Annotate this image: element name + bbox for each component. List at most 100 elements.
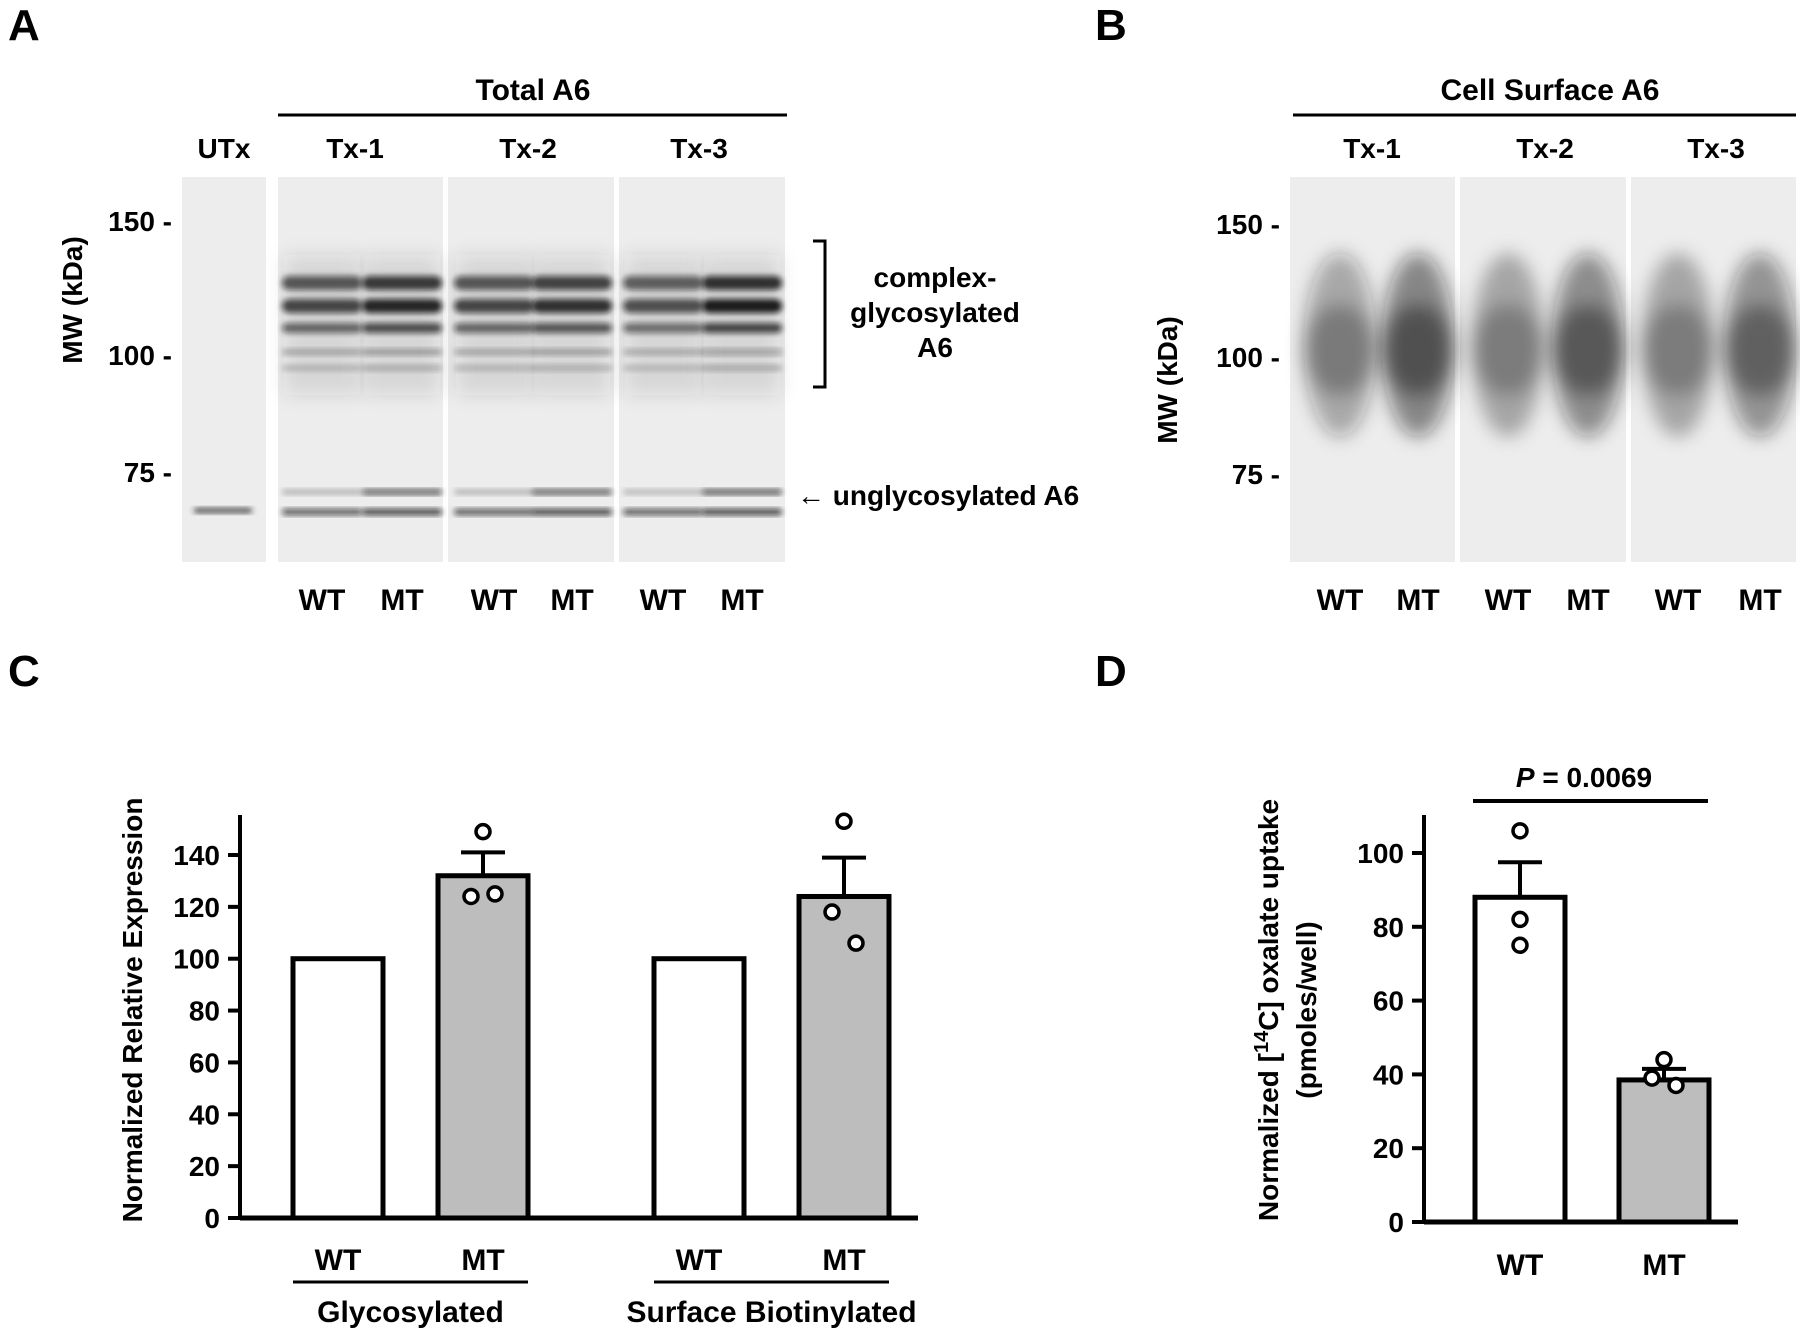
panel-b-lane-mt-2: MT <box>1566 584 1609 617</box>
panel-a-mw-75: 75 - <box>124 457 172 488</box>
panel-a-lane-wt-2: WT <box>471 584 518 617</box>
panel-a-group-2: Tx-2 <box>499 133 557 164</box>
c-ytick-label: 20 <box>189 1151 220 1182</box>
d-xtick-label: WT <box>1497 1249 1544 1282</box>
c-datapoint <box>847 934 865 952</box>
c-bar <box>796 893 892 1221</box>
panel-b-letter: B <box>1095 1 1127 50</box>
d-bar <box>1616 1077 1712 1225</box>
panel-c-letter: C <box>8 647 40 696</box>
complex-label-3: A6 <box>917 332 953 363</box>
c-ytick-label: 40 <box>189 1099 220 1130</box>
panel-a-letter: A <box>8 1 40 50</box>
blot-band <box>282 509 362 515</box>
panel-a-lane-mt-1: MT <box>380 584 423 617</box>
blot-smear-core <box>1474 305 1542 395</box>
c-ytick-label: 80 <box>189 996 220 1027</box>
blot-band <box>454 489 534 495</box>
panel-b-lane-wt-2: WT <box>1485 584 1532 617</box>
panel-d-ylabel-line2: (pmoles/well) <box>1291 921 1322 1098</box>
blot-band <box>362 509 442 515</box>
complex-bracket <box>813 239 827 389</box>
blot-smear-core <box>1306 305 1374 395</box>
c-xtick-label: WT <box>676 1244 723 1277</box>
panel-b-group-2: Tx-2 <box>1516 133 1574 164</box>
blot-a-utx <box>182 177 266 562</box>
panel-a-group-3: Tx-3 <box>670 133 728 164</box>
d-datapoint <box>1511 936 1529 954</box>
complex-label-2: glycosylated <box>850 297 1020 328</box>
blot-smear-core <box>1726 305 1794 395</box>
blot-band <box>454 509 534 515</box>
c-ytick-label: 0 <box>204 1203 220 1234</box>
pvalue-label: P = 0.0069 <box>1516 762 1652 793</box>
panel-b-lane-mt-1: MT <box>1396 584 1439 617</box>
blot-b-smears <box>1304 253 1796 437</box>
d-ytick-label: 0 <box>1388 1207 1404 1238</box>
panel-a-lane-mt-2: MT <box>550 584 593 617</box>
c-bar <box>290 956 386 1221</box>
panel-a-title: Total A6 <box>475 74 590 107</box>
c-ytick-label: 60 <box>189 1047 220 1078</box>
blot-a-bands <box>194 255 782 515</box>
panel-b: B Cell Surface A6 Tx-1 Tx-2 Tx-3 MW (kDa… <box>1095 1 1796 617</box>
d-datapoint <box>1511 822 1529 840</box>
blot-band <box>282 489 362 495</box>
panel-c-chart: 0 20 40 60 80 100 120 140 WT MT Glycosylated WT MT Su… <box>173 812 918 1329</box>
c-bar <box>435 873 531 1221</box>
complex-label-1: complex- <box>874 262 997 293</box>
blot-band <box>702 489 782 495</box>
d-ytick-label: 60 <box>1373 986 1404 1017</box>
panel-d-ylabel-line1: Normalized [14C] oxalate uptake <box>1251 799 1284 1221</box>
d-datapoint <box>1655 1050 1673 1069</box>
panel-b-group-3: Tx-3 <box>1687 133 1745 164</box>
panel-c-ylabel: Normalized Relative Expression <box>117 798 148 1223</box>
panel-b-lane-mt-3: MT <box>1738 584 1781 617</box>
panel-d: D Normalized [14C] oxalate uptake (pmole… <box>1095 647 1738 1282</box>
c-datapoint <box>835 812 853 831</box>
d-datapoint <box>1667 1076 1685 1095</box>
blot-smear <box>534 255 610 395</box>
panel-a-mw-150: 150 - <box>108 206 172 237</box>
blot-smear <box>364 255 440 395</box>
blot-smear <box>284 255 360 395</box>
d-ytick-label: 40 <box>1373 1059 1404 1090</box>
panel-a: A Total A6 UTx Tx-1 Tx-2 Tx-3 MW (kDa) 1… <box>8 1 1079 617</box>
d-datapoint <box>1643 1069 1661 1087</box>
blot-band <box>532 489 612 495</box>
blot-band <box>623 489 703 495</box>
c-xtick-label: WT <box>315 1244 362 1277</box>
panel-b-group-1: Tx-1 <box>1343 133 1401 164</box>
blot-band-utx <box>194 508 252 513</box>
c-xtick-label: MT <box>822 1244 865 1277</box>
blot-smear-core <box>1644 305 1712 395</box>
panel-b-mw-75: 75 - <box>1232 459 1280 490</box>
blot-smear <box>625 255 701 395</box>
blot-smear-core <box>1384 305 1452 395</box>
c-ytick-label: 100 <box>173 944 220 975</box>
c-bar <box>651 956 747 1221</box>
c-datapoint <box>474 822 492 841</box>
d-datapoint <box>1511 910 1529 929</box>
panel-a-group-1: Tx-1 <box>326 133 384 164</box>
c-ytick-label: 120 <box>173 892 220 923</box>
panel-b-lane-wt-1: WT <box>1317 584 1364 617</box>
panel-d-chart: 0 20 40 60 80 100 WT MT <box>1357 815 1738 1282</box>
panel-b-mw-100: 100 - <box>1216 342 1280 373</box>
c-xtick-label: MT <box>461 1244 504 1277</box>
c-datapoint <box>462 887 480 906</box>
panel-a-mw-100: 100 - <box>108 340 172 371</box>
blot-band <box>702 509 782 515</box>
d-ytick-label: 80 <box>1373 912 1404 943</box>
panel-b-lane-wt-3: WT <box>1655 584 1702 617</box>
panel-a-lane-wt-3: WT <box>640 584 687 617</box>
blot-smear-core <box>1554 305 1622 395</box>
panel-c: C Normalized Relative Expression 0 20 40 60… <box>8 647 918 1329</box>
blot-smear <box>704 255 780 395</box>
panel-b-title: Cell Surface A6 <box>1441 74 1660 107</box>
d-ytick-label: 20 <box>1373 1133 1404 1164</box>
utx-label: UTx <box>198 133 251 164</box>
d-ytick-label: 100 <box>1357 838 1404 869</box>
panel-b-mw-150: 150 - <box>1216 209 1280 240</box>
